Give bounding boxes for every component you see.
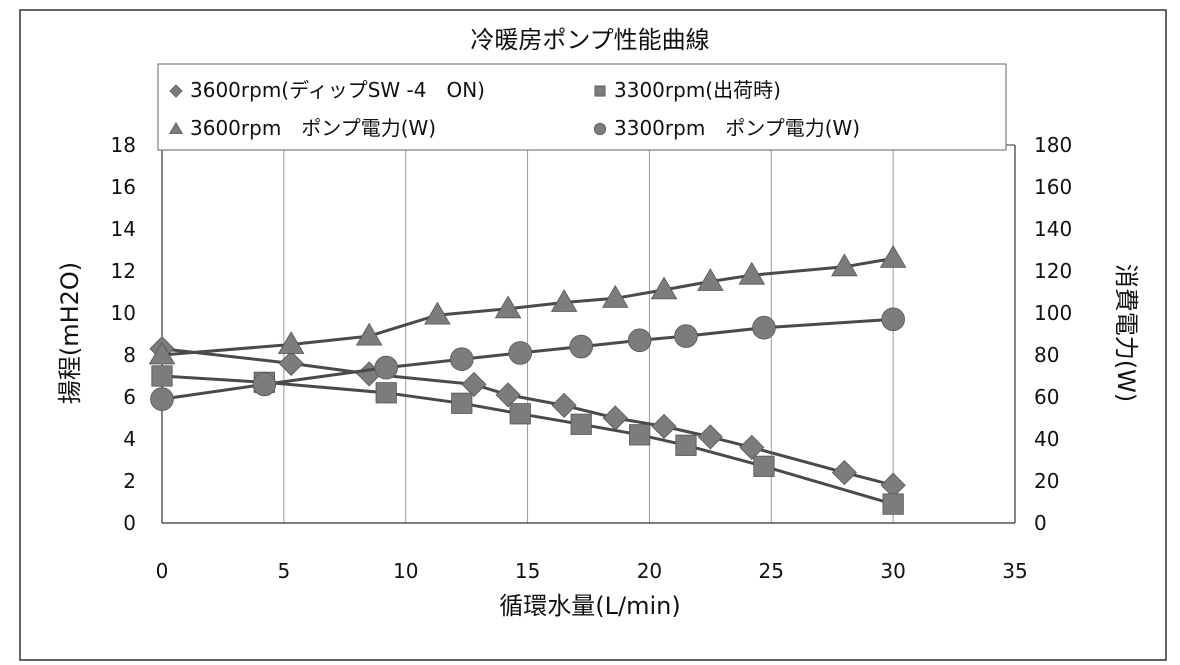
data-point-diamond <box>697 424 723 450</box>
y-tick-label: 14 <box>111 217 136 241</box>
data-point-diamond <box>739 434 765 460</box>
y-tick-labels: 0 2 4 6 8 10 12 14 16 18 <box>111 133 136 535</box>
plot-area <box>148 144 1016 524</box>
data-point-square <box>882 493 904 515</box>
data-point-triangle <box>602 284 629 308</box>
legend-label: 3600rpm ポンプ電力(W) <box>190 116 436 140</box>
data-point-triangle <box>355 322 383 346</box>
data-point-diamond <box>831 460 857 486</box>
data-point-circle <box>627 328 652 353</box>
x-tick-label: 5 <box>277 559 290 583</box>
y2-tick-label: 80 <box>1034 343 1059 367</box>
data-point-square <box>151 365 173 387</box>
y2-tick-labels: 0 20 40 60 80 100 120 140 160 180 <box>1034 133 1072 535</box>
y2-tick-label: 0 <box>1034 511 1047 535</box>
y2-axis-title: 消費電力(W) <box>1112 264 1140 402</box>
data-point-square <box>570 413 592 435</box>
data-point-diamond <box>495 382 521 408</box>
y-tick-label: 12 <box>111 259 136 283</box>
data-point-diamond <box>278 350 304 376</box>
y-tick-label: 10 <box>111 301 136 325</box>
data-point-triangle <box>650 276 678 300</box>
legend-marker-circle <box>593 122 607 136</box>
data-point-triangle <box>424 301 451 325</box>
x-tick-label: 25 <box>759 559 784 583</box>
y2-tick-label: 120 <box>1034 259 1072 283</box>
data-point-square <box>451 392 473 414</box>
data-point-diamond <box>461 371 487 397</box>
data-point-triangle <box>738 261 766 285</box>
data-point-diamond <box>651 413 677 439</box>
y2-tick-label: 40 <box>1034 427 1059 451</box>
data-point-triangle <box>831 253 858 277</box>
x-tick-label: 10 <box>393 559 418 583</box>
data-point-circle <box>508 341 533 365</box>
x-tick-label: 15 <box>515 559 540 583</box>
legend-box <box>157 63 1007 151</box>
y-tick-label: 18 <box>111 133 136 157</box>
series-circle <box>150 307 905 411</box>
y2-tick-label: 140 <box>1034 217 1072 241</box>
data-point-triangle <box>494 295 522 319</box>
data-point-circle <box>252 372 277 397</box>
y2-tick-label: 180 <box>1034 133 1072 157</box>
x-tick-label: 30 <box>880 559 905 583</box>
y-tick-label: 2 <box>123 469 136 493</box>
y2-tick-label: 60 <box>1034 385 1059 409</box>
data-point-triangle <box>879 245 907 268</box>
data-point-circle <box>752 315 776 340</box>
y2-tick-label: 100 <box>1034 301 1072 325</box>
y-tick-label: 16 <box>111 175 136 199</box>
data-point-square <box>675 434 697 456</box>
x-tick-label: 0 <box>156 559 169 583</box>
data-point-triangle <box>148 341 176 365</box>
data-point-triangle <box>697 268 724 291</box>
data-point-circle <box>374 355 399 380</box>
data-point-square <box>753 455 775 477</box>
series-triangle <box>148 245 907 365</box>
x-tick-label: 20 <box>637 559 662 583</box>
data-point-triangle <box>277 331 305 354</box>
legend-label: 3300rpm ポンプ電力(W) <box>614 116 860 140</box>
data-point-circle <box>449 347 474 372</box>
y2-tick-label: 20 <box>1034 469 1059 493</box>
y-axis-title: 揚程(mH2O) <box>56 262 84 404</box>
y2-tick-label: 160 <box>1034 175 1072 199</box>
legend-marker-triangle <box>169 121 183 134</box>
series-line <box>161 256 894 357</box>
legend-label: 3600rpm(ディップSW -4 ON) <box>190 78 485 102</box>
y-tick-label: 6 <box>123 385 136 409</box>
data-point-square <box>375 382 397 404</box>
data-point-diamond <box>551 392 577 418</box>
legend-label: 3300rpm(出荷時) <box>614 78 781 102</box>
series-diamond <box>149 336 906 498</box>
y-tick-label: 8 <box>123 343 136 367</box>
x-axis-title: 循環水量(L/min) <box>499 592 680 620</box>
data-point-circle <box>150 387 174 411</box>
data-point-triangle <box>550 289 578 312</box>
y-tick-label: 4 <box>123 427 136 451</box>
data-point-square <box>629 424 651 446</box>
series-layer <box>148 245 907 515</box>
legend-marker-square <box>594 85 606 97</box>
legend: 3600rpm(ディップSW -4 ON) 3300rpm(出荷時) 3600rpm… <box>157 63 1007 151</box>
data-point-circle <box>674 324 698 348</box>
y-tick-label: 0 <box>123 511 136 535</box>
legend-marker-diamond <box>169 84 183 98</box>
x-tick-label: 35 <box>1002 559 1027 583</box>
data-point-square <box>509 403 531 425</box>
data-point-circle <box>569 334 593 359</box>
data-point-circle <box>881 307 905 332</box>
x-tick-labels: 0 5 10 15 20 25 30 35 <box>156 559 1028 583</box>
plot-background <box>162 145 1015 523</box>
series-line <box>161 317 894 401</box>
chart-title: 冷暖房ポンプ性能曲線 <box>470 26 709 54</box>
series-line <box>161 374 894 506</box>
